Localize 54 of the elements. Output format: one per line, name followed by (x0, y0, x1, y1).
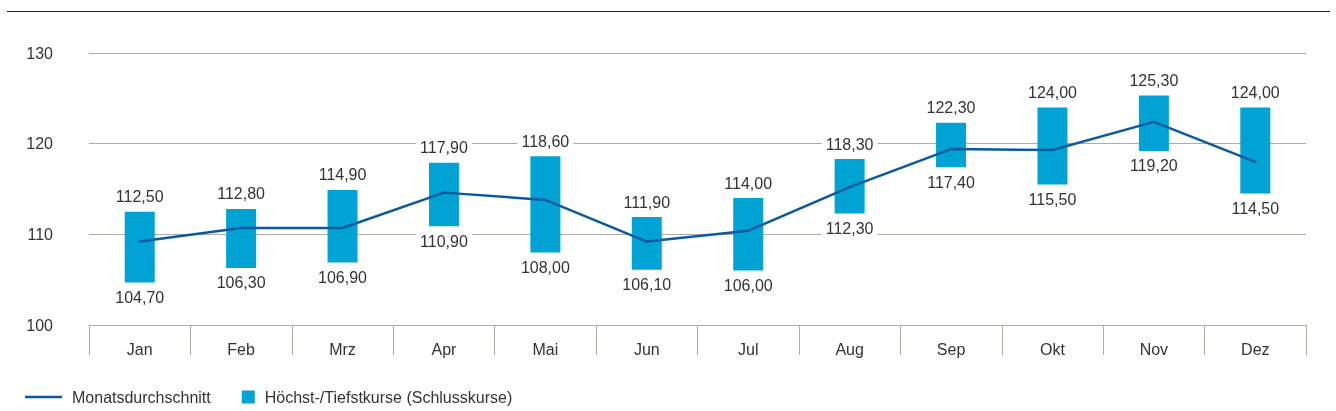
annotation: 110,90 (420, 232, 468, 250)
annotation: 108,00 (520, 258, 570, 276)
bar (327, 189, 358, 263)
annotation: 111,90 (623, 193, 671, 211)
annotation: 112,30 (825, 219, 874, 237)
y-tick-label: 130 (26, 44, 54, 62)
bar (936, 122, 967, 168)
bar (124, 211, 155, 283)
annotation: 112,50 (115, 188, 164, 206)
annotation: 124,00 (1027, 83, 1078, 101)
annotation: 104,70 (115, 288, 165, 306)
x-tick-label: Dez (1241, 340, 1270, 358)
x-tick-label: Okt (1040, 340, 1066, 358)
annotation: 117,90 (420, 139, 468, 157)
y-tick-label: 110 (27, 225, 54, 243)
annotation: 112,80 (217, 185, 266, 203)
x-tick-label: Nov (1139, 340, 1169, 358)
bar (1240, 107, 1271, 194)
bar (1037, 107, 1068, 185)
x-tick-label: Apr (431, 340, 458, 358)
annotation: 118,30 (825, 135, 874, 153)
annotation: 118,60 (521, 132, 570, 150)
y-tick-label: 120 (26, 135, 54, 153)
annotation: 114,00 (724, 174, 773, 192)
annotation: 106,90 (318, 268, 368, 286)
annotation: 119,20 (1130, 157, 1178, 175)
x-tick-label: Sep (936, 340, 966, 358)
bar (1138, 95, 1169, 151)
bar (631, 217, 662, 270)
annotation: 114,90 (318, 166, 367, 184)
x-tick-label: Feb (227, 340, 256, 358)
annotation: 106,00 (723, 277, 773, 295)
bar (226, 208, 257, 268)
legend-label: Höchst-/Tiefstkurse (Schlusskurse) (264, 388, 513, 406)
x-tick-label: Mai (532, 340, 559, 358)
bar (834, 159, 865, 214)
bar (428, 162, 459, 227)
x-tick-label: Mrz (329, 340, 356, 358)
x-tick-label: Jan (126, 340, 153, 358)
annotation: 115,50 (1028, 190, 1077, 208)
annotation: 125,30 (1129, 72, 1179, 90)
x-tick-label: Jun (633, 340, 660, 358)
legend-label: Monatsdurchschnitt (72, 388, 212, 406)
y-tick-label: 100 (26, 316, 54, 334)
annotation: 122,30 (926, 99, 976, 117)
x-tick-label: Jul (737, 340, 759, 358)
annotation: 124,00 (1230, 83, 1280, 101)
bar (530, 156, 561, 253)
annotation: 114,50 (1231, 200, 1280, 218)
bar (733, 198, 764, 271)
annotation: 106,30 (216, 274, 266, 292)
x-tick-label: Aug (835, 340, 864, 358)
annotation: 106,10 (622, 276, 672, 294)
annotation: 117,40 (927, 173, 976, 191)
